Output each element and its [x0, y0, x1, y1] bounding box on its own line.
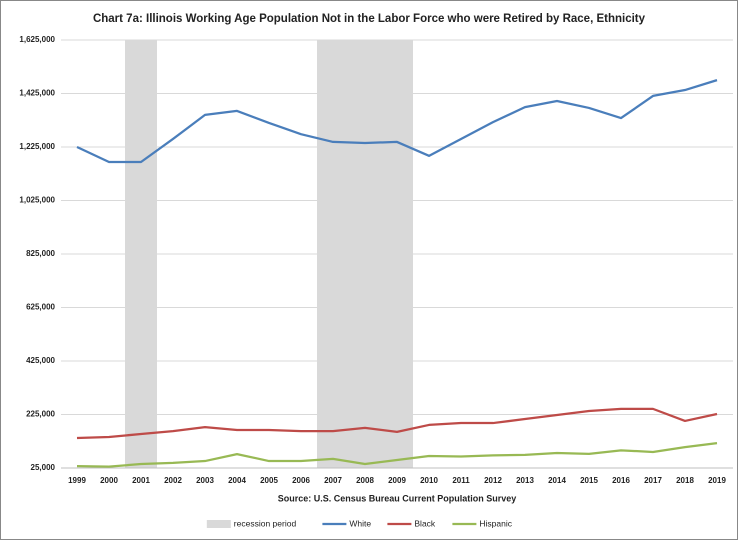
y-tick-label: 625,000 — [26, 303, 55, 312]
x-tick-label: 2001 — [132, 476, 150, 485]
legend-label: Black — [414, 518, 436, 528]
legend-label: Hispanic — [479, 518, 512, 528]
y-tick-label: 1,425,000 — [19, 89, 55, 98]
y-tick-label: 425,000 — [26, 356, 55, 365]
y-tick-label: 225,000 — [26, 410, 55, 419]
x-tick-label: 2004 — [228, 476, 246, 485]
x-tick-label: 2010 — [420, 476, 438, 485]
x-tick-label: 2014 — [548, 476, 566, 485]
x-tick-label: 2016 — [612, 476, 630, 485]
x-tick-label: 2000 — [100, 476, 118, 485]
line-series — [76, 79, 718, 164]
x-tick-label: 1999 — [68, 476, 86, 485]
x-tick-label: 2019 — [708, 476, 726, 485]
x-tick-label: 2007 — [324, 476, 342, 485]
x-tick-label: 2013 — [516, 476, 534, 485]
y-tick-label: 25,000 — [31, 463, 56, 472]
line-series — [76, 442, 718, 468]
legend-label: recession period — [234, 518, 297, 528]
x-tick-label: 2012 — [484, 476, 502, 485]
legend-swatch — [206, 520, 231, 528]
y-tick-label: 1,225,000 — [19, 142, 55, 151]
y-tick-label: 1,625,000 — [19, 35, 55, 44]
x-tick-label: 2015 — [580, 476, 598, 485]
x-tick-label: 2009 — [388, 476, 406, 485]
legend-label: White — [349, 518, 371, 528]
x-tick-label: 2018 — [676, 476, 694, 485]
x-tick-label: 2011 — [452, 476, 470, 485]
x-tick-label: 2005 — [260, 476, 278, 485]
y-tick-label: 825,000 — [26, 249, 55, 258]
x-axis-label: Source: U.S. Census Bureau Current Popul… — [278, 493, 517, 503]
x-tick-label: 2008 — [356, 476, 374, 485]
chart-title: Chart 7a: Illinois Working Age Populatio… — [93, 13, 646, 25]
line-series — [76, 407, 718, 440]
x-tick-label: 2003 — [196, 476, 214, 485]
y-tick-label: 1,025,000 — [19, 196, 55, 205]
x-tick-label: 2006 — [292, 476, 310, 485]
x-tick-label: 2002 — [164, 476, 182, 485]
x-tick-label: 2017 — [644, 476, 662, 485]
